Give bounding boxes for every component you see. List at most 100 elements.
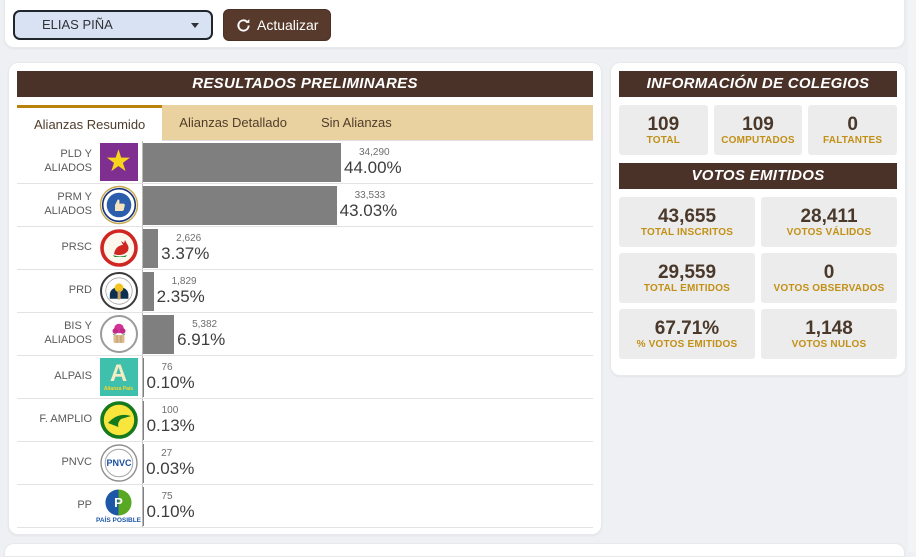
prm-thumbsup-logo-icon	[99, 185, 139, 225]
prsc-rooster-logo-icon	[99, 228, 139, 268]
party-logo-cell: P PAÍS POSIBLE	[95, 488, 142, 524]
stat-value: 28,411	[800, 206, 857, 228]
province-select-value: ELIAS PIÑA	[27, 17, 191, 33]
stat-value: 43,655	[658, 206, 716, 228]
result-bar	[143, 229, 158, 268]
votes-percent: 0.13%	[147, 417, 195, 435]
pp-logo-text: PAÍS POSIBLE	[96, 517, 141, 524]
party-label: PRM Y ALIADOS	[17, 191, 95, 219]
pp-monogram: P	[114, 495, 123, 510]
bis-rose-logo-icon	[99, 314, 139, 354]
bar-labels: 33,533 43.03%	[340, 190, 398, 220]
results-panel-title: RESULTADOS PRELIMINARES	[17, 71, 593, 97]
stat-card: 0 VOTOS OBSERVADOS	[761, 253, 897, 303]
result-bar	[143, 272, 154, 311]
party-label: PLD Y ALIADOS	[17, 148, 95, 176]
bar-labels: 2,626 3.37%	[161, 233, 209, 263]
stat-label: VOTOS OBSERVADOS	[773, 283, 884, 294]
svg-text:PNVC: PNVC	[106, 458, 132, 468]
stat-card: 109 TOTAL	[619, 105, 708, 155]
bar-zone: 100 0.13%	[142, 399, 593, 441]
stat-label: FALTANTES	[823, 135, 882, 146]
bar-zone: 76 0.10%	[142, 356, 593, 398]
stat-card: 43,655 TOTAL INSCRITOS	[619, 197, 755, 247]
stat-value: 0	[847, 114, 858, 136]
party-label: F. AMPLIO	[17, 413, 95, 427]
stat-label: TOTAL INSCRITOS	[641, 227, 733, 238]
alpais-monogram: A	[110, 362, 127, 386]
chart-row: PRSC 2,626 3.37%	[17, 227, 593, 270]
votes-percent: 2.35%	[157, 288, 205, 306]
party-logo-cell: A Alianza País	[95, 358, 142, 396]
bar-zone: 75 0.10%	[142, 485, 593, 527]
stat-label: TOTAL	[647, 135, 680, 146]
prd-torch-logo-icon	[99, 271, 139, 311]
bar-labels: 76 0.10%	[146, 362, 194, 392]
colegios-panel-title: INFORMACIÓN DE COLEGIOS	[619, 71, 897, 97]
votos-panel-title: VOTOS EMITIDOS	[619, 163, 897, 189]
stat-value: 67.71%	[655, 318, 719, 340]
stat-value: 29,559	[658, 262, 716, 284]
party-logo-cell	[95, 400, 142, 440]
votes-percent: 0.10%	[146, 374, 194, 392]
bar-labels: 1,829 2.35%	[157, 276, 205, 306]
party-label: ALPAIS	[17, 370, 95, 384]
chart-row: PLD Y ALIADOS ★ 34,290 44.00%	[17, 141, 593, 184]
result-bar	[143, 143, 341, 182]
stat-label: % VOTOS EMITIDOS	[637, 339, 738, 350]
pais-posible-logo-icon: P PAÍS POSIBLE	[96, 488, 141, 524]
stat-card: 0 FALTANTES	[808, 105, 897, 155]
stat-card: 28,411 VOTOS VÁLIDOS	[761, 197, 897, 247]
bar-zone: 1,829 2.35%	[142, 270, 593, 312]
chart-row: PNVC PNVC 27 0.03%	[17, 442, 593, 485]
party-logo-cell	[95, 271, 142, 311]
bar-labels: 27 0.03%	[146, 448, 194, 478]
colegios-stats-grid: 109 TOTAL 109 COMPUTADOS 0 FALTANTES	[619, 105, 897, 155]
votes-percent: 0.10%	[146, 503, 194, 521]
party-logo-cell	[95, 185, 142, 225]
stat-label: TOTAL EMITIDOS	[644, 283, 730, 294]
party-label: PRSC	[17, 241, 95, 255]
results-panel: RESULTADOS PRELIMINARES Alianzas Resumid…	[8, 62, 602, 535]
pld-star-logo-icon: ★	[100, 143, 138, 181]
chart-row: BIS Y ALIADOS 5,382 6.91%	[17, 313, 593, 356]
next-section-card-edge	[4, 543, 905, 557]
bar-labels: 34,290 44.00%	[344, 147, 402, 177]
votes-percent: 44.00%	[344, 159, 402, 177]
pnvc-logo-icon: PNVC	[99, 443, 139, 483]
results-tabs: Alianzas Resumido Alianzas Detallado Sin…	[17, 105, 593, 140]
chart-row: ALPAIS A Alianza País 76 0.10%	[17, 356, 593, 399]
stat-label: VOTOS NULOS	[792, 339, 867, 350]
stat-card: 1,148 VOTOS NULOS	[761, 309, 897, 359]
refresh-button-label: Actualizar	[257, 17, 318, 33]
stat-label: VOTOS VÁLIDOS	[787, 227, 872, 238]
party-logo-cell	[95, 228, 142, 268]
stat-value: 0	[824, 262, 835, 284]
party-logo-cell	[95, 314, 142, 354]
alpais-logo-icon: A Alianza País	[100, 358, 138, 396]
province-select[interactable]: ELIAS PIÑA	[13, 10, 213, 40]
stat-label: COMPUTADOS	[721, 135, 794, 146]
tab-alianzas-detallado[interactable]: Alianzas Detallado	[162, 105, 304, 140]
party-label: PRD	[17, 284, 95, 298]
bar-zone: 2,626 3.37%	[142, 227, 593, 269]
chart-row: PRM Y ALIADOS 33,533 43.03%	[17, 184, 593, 227]
refresh-icon	[236, 18, 251, 33]
caret-down-icon	[191, 23, 199, 28]
votes-percent: 0.03%	[146, 460, 194, 478]
bar-labels: 100 0.13%	[147, 405, 195, 435]
page-scrollbar[interactable]	[908, 0, 916, 552]
stat-value: 109	[647, 114, 679, 136]
party-label: BIS Y ALIADOS	[17, 320, 95, 348]
party-logo-cell: PNVC	[95, 443, 142, 483]
tab-alianzas-resumido[interactable]: Alianzas Resumido	[17, 105, 162, 141]
stat-card: 67.71% % VOTOS EMITIDOS	[619, 309, 755, 359]
refresh-button[interactable]: Actualizar	[223, 9, 331, 41]
result-bar	[143, 315, 174, 354]
bar-zone: 5,382 6.91%	[142, 313, 593, 355]
bar-zone: 33,533 43.03%	[142, 184, 593, 226]
toolbar: ELIAS PIÑA Actualizar	[4, 0, 905, 48]
bar-zone: 34,290 44.00%	[142, 141, 593, 183]
tab-sin-alianzas[interactable]: Sin Alianzas	[304, 105, 409, 140]
chart-row: PP P PAÍS POSIBLE 75 0.10%	[17, 485, 593, 528]
